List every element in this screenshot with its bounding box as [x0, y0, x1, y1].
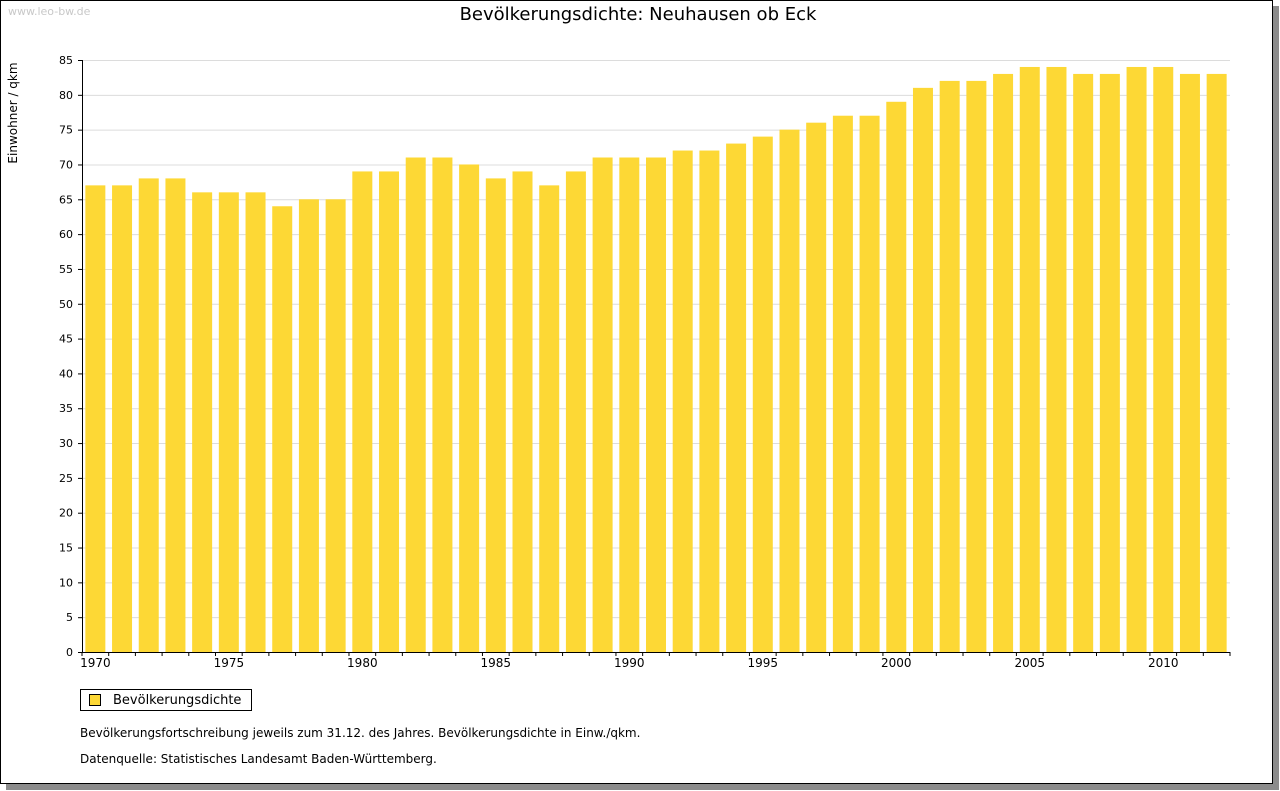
y-tick-label: 85	[59, 54, 73, 67]
bar-1997	[806, 122, 827, 652]
legend-swatch	[89, 694, 101, 706]
bar-1973	[165, 178, 186, 652]
y-tick-label: 45	[59, 333, 73, 346]
bar-2007	[1073, 73, 1094, 652]
y-tick-label: 10	[59, 576, 73, 589]
y-tick-label: 5	[66, 611, 73, 624]
y-tick-label: 40	[59, 367, 73, 380]
bar-2002	[939, 80, 960, 653]
bar-1983	[432, 157, 453, 652]
x-tick-label: 1970	[80, 656, 111, 670]
bar-2004	[993, 73, 1014, 652]
bar-1974	[192, 192, 213, 652]
x-tick-label: 2005	[1014, 656, 1045, 670]
y-tick-label: 60	[59, 228, 73, 241]
y-tick-label: 65	[59, 193, 73, 206]
y-tick-label: 75	[59, 124, 73, 137]
bar-1989	[592, 157, 613, 652]
bar-1999	[859, 115, 880, 652]
y-tick-label: 15	[59, 542, 73, 555]
bar-1975	[218, 192, 239, 652]
note-source: Datenquelle: Statistisches Landesamt Bad…	[80, 752, 437, 766]
bar-1971	[112, 185, 133, 653]
legend-label: Bevölkerungsdichte	[113, 692, 242, 708]
y-tick-label: 70	[59, 158, 73, 171]
y-tick-label: 55	[59, 263, 73, 276]
bar-1979	[325, 199, 346, 652]
bar-1981	[379, 171, 400, 652]
bar-1972	[138, 178, 159, 652]
y-tick-label: 80	[59, 89, 73, 102]
bar-1978	[298, 199, 319, 652]
bar-1976	[245, 192, 266, 652]
bar-1977	[272, 206, 293, 652]
bar-1990	[619, 157, 640, 652]
y-tick-label: 30	[59, 437, 73, 450]
x-tick-label: 1980	[347, 656, 378, 670]
bar-1982	[405, 157, 426, 652]
bar-2012	[1206, 73, 1227, 652]
bar-2010	[1153, 66, 1174, 652]
bar-1992	[672, 150, 693, 652]
bar-1995	[752, 136, 773, 653]
bar-1996	[779, 129, 800, 652]
y-tick-label: 35	[59, 402, 73, 415]
bar-1991	[646, 157, 666, 652]
bar-2009	[1126, 66, 1147, 652]
bar-2008	[1099, 73, 1120, 652]
y-tick-label: 0	[66, 646, 73, 659]
bar-2003	[966, 80, 987, 653]
bar-1994	[726, 143, 747, 652]
bar-2000	[886, 101, 907, 653]
bar-1985	[485, 178, 506, 652]
bar-2006	[1046, 66, 1067, 652]
chart-title: Bevölkerungsdichte: Neuhausen ob Eck	[459, 4, 817, 25]
bar-1984	[459, 164, 480, 652]
bar-2011	[1179, 73, 1200, 652]
y-tick-label: 25	[59, 472, 73, 485]
x-tick-label: 2010	[1148, 656, 1179, 670]
x-tick-label: 1975	[214, 656, 245, 670]
watermark: www.leo-bw.de	[8, 5, 91, 18]
bar-1980	[352, 171, 373, 652]
y-tick-label: 20	[59, 507, 73, 520]
bar-2005	[1019, 66, 1040, 652]
bar-1986	[512, 171, 533, 652]
x-tick-label: 2000	[881, 656, 912, 670]
x-tick-label: 1990	[614, 656, 645, 670]
bar-1993	[699, 150, 720, 652]
legend: Bevölkerungsdichte	[80, 689, 252, 711]
bar-1998	[832, 115, 853, 652]
x-tick-label: 1995	[748, 656, 779, 670]
bar-1970	[85, 185, 106, 653]
x-tick-label: 1985	[481, 656, 512, 670]
note-methodology: Bevölkerungsfortschreibung jeweils zum 3…	[80, 726, 641, 740]
bar-1988	[565, 171, 586, 652]
bar-1987	[539, 185, 560, 653]
y-tick-label: 50	[59, 298, 73, 311]
bar-2001	[912, 87, 933, 652]
